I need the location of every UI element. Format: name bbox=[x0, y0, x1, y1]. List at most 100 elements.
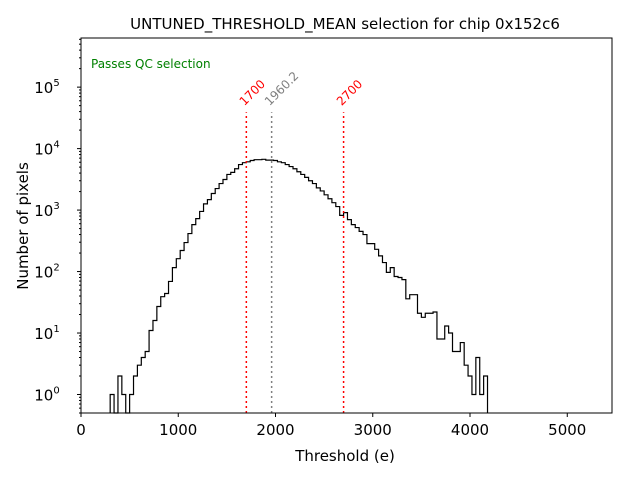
histogram-bin bbox=[196, 219, 200, 413]
histogram-bin bbox=[417, 313, 421, 413]
histogram-bin bbox=[371, 244, 375, 413]
histogram-bin bbox=[484, 376, 488, 413]
histogram-bin bbox=[141, 357, 145, 413]
histogram-bin bbox=[289, 167, 293, 413]
histogram-bin bbox=[480, 394, 484, 413]
histogram-bin bbox=[172, 268, 176, 413]
histogram-bin bbox=[149, 330, 153, 413]
histogram-bin bbox=[355, 228, 359, 413]
histogram-bin bbox=[336, 207, 340, 413]
y-axis-label: Number of pixels bbox=[14, 162, 32, 290]
histogram-bin bbox=[425, 313, 429, 413]
histogram-bin bbox=[223, 180, 227, 413]
histogram-bin bbox=[161, 297, 165, 413]
y-tick-label: 100 bbox=[34, 385, 59, 404]
histogram-bin bbox=[398, 278, 402, 413]
histogram-bin bbox=[215, 189, 219, 413]
histogram-bin bbox=[453, 352, 457, 413]
histogram-bin bbox=[386, 272, 390, 413]
threshold-label: 2700 bbox=[334, 77, 365, 108]
histogram-bin bbox=[239, 165, 243, 413]
histogram-bin bbox=[382, 263, 386, 413]
histogram-bin bbox=[460, 343, 464, 413]
histogram-bin bbox=[456, 352, 460, 413]
histogram-bin bbox=[301, 174, 305, 413]
y-tick-label: 105 bbox=[34, 78, 59, 97]
y-tick-label: 103 bbox=[34, 201, 59, 220]
x-tick-label: 3000 bbox=[354, 421, 392, 439]
y-tick-label: 102 bbox=[34, 263, 59, 282]
histogram-bin bbox=[468, 376, 472, 413]
x-tick-label: 5000 bbox=[548, 421, 586, 439]
histogram-bin bbox=[235, 169, 239, 413]
histogram-bin bbox=[281, 163, 285, 413]
histogram-bin bbox=[266, 160, 270, 413]
histogram-bin bbox=[227, 174, 231, 413]
threshold-label: 1960.2 bbox=[262, 69, 302, 109]
qc-annotation: Passes QC selection bbox=[91, 57, 211, 71]
histogram-bin bbox=[449, 333, 453, 413]
histogram-bin bbox=[153, 320, 157, 413]
histogram-bin bbox=[410, 295, 414, 413]
histogram-bin bbox=[351, 225, 355, 413]
histogram-bin bbox=[406, 299, 410, 413]
x-axis-label: Threshold (e) bbox=[294, 447, 395, 465]
histogram-bin bbox=[375, 249, 379, 413]
histogram-bin bbox=[137, 365, 141, 413]
histogram-bin bbox=[359, 231, 363, 413]
histogram-bin bbox=[130, 394, 134, 413]
histogram-bin bbox=[250, 161, 254, 413]
histogram-bin bbox=[192, 225, 196, 413]
histogram-bin bbox=[204, 204, 208, 413]
histogram-bin bbox=[320, 191, 324, 413]
histogram-bin bbox=[297, 172, 301, 413]
histogram-bin bbox=[441, 339, 445, 413]
histogram-bin bbox=[169, 281, 173, 413]
histogram-bin bbox=[184, 243, 188, 413]
histogram-bin bbox=[219, 184, 223, 413]
histogram-bin bbox=[285, 165, 289, 413]
histogram-bin bbox=[118, 376, 122, 413]
histogram-bin bbox=[134, 376, 138, 413]
histogram-bin bbox=[437, 339, 441, 413]
histogram-bin bbox=[274, 161, 278, 413]
histogram-bin bbox=[262, 159, 266, 413]
histogram-bin bbox=[188, 234, 192, 413]
histogram-bin bbox=[402, 280, 406, 413]
x-tick-label: 4000 bbox=[451, 421, 489, 439]
histogram-bin bbox=[254, 160, 258, 413]
histogram-bin bbox=[421, 317, 425, 413]
histogram-bin bbox=[305, 177, 309, 413]
histogram-bin bbox=[110, 394, 114, 413]
histogram-bin bbox=[258, 160, 262, 413]
x-tick-label: 1000 bbox=[159, 421, 197, 439]
histogram-bin bbox=[340, 215, 344, 413]
histogram-bin bbox=[122, 394, 126, 413]
histogram-outline bbox=[109, 158, 489, 414]
histogram-bin bbox=[324, 195, 328, 413]
histogram-bin bbox=[390, 268, 394, 413]
histogram-bin bbox=[394, 277, 398, 413]
histogram-bin bbox=[180, 251, 184, 413]
y-tick-label: 101 bbox=[34, 324, 59, 343]
threshold-label: 1700 bbox=[237, 77, 268, 108]
x-tick-label: 0 bbox=[76, 421, 86, 439]
histogram-bin bbox=[332, 203, 336, 413]
histogram-bin bbox=[347, 220, 351, 413]
histogram-bin bbox=[445, 326, 449, 413]
histogram-bin bbox=[367, 244, 371, 413]
histogram-bin bbox=[433, 312, 437, 413]
histogram-bin bbox=[464, 365, 468, 413]
histogram-bin bbox=[414, 295, 418, 413]
histogram-bin bbox=[328, 199, 332, 413]
histogram-bin bbox=[165, 293, 169, 413]
histogram-bin bbox=[476, 357, 480, 413]
histogram-bin bbox=[157, 307, 161, 413]
histogram-bin bbox=[211, 194, 215, 413]
y-axis: 100 101 102 103 104 105 bbox=[34, 38, 81, 414]
y-tick-label: 104 bbox=[34, 140, 59, 159]
histogram-bin bbox=[309, 181, 313, 413]
histogram-bin bbox=[176, 259, 180, 413]
